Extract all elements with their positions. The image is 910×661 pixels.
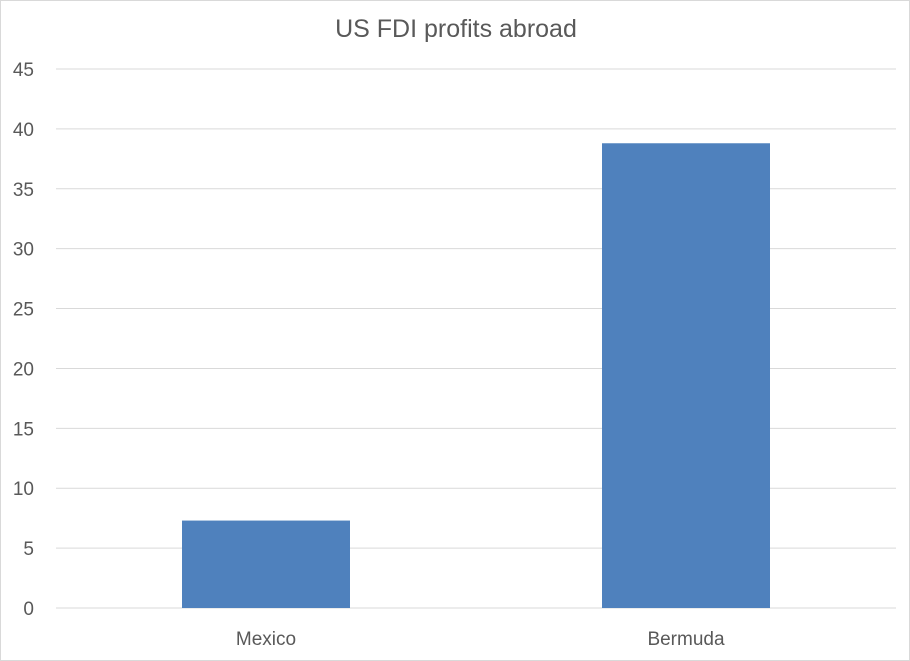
y-tick-label: 25 bbox=[13, 300, 34, 321]
y-tick-label: 20 bbox=[13, 359, 34, 380]
y-tick-label: 10 bbox=[13, 479, 34, 500]
y-tick-label: 5 bbox=[23, 539, 34, 560]
bar-bermuda bbox=[602, 143, 770, 609]
y-tick-label: 0 bbox=[23, 599, 34, 620]
y-tick-label: 35 bbox=[13, 180, 34, 201]
bars bbox=[182, 143, 770, 609]
y-tick-label: 45 bbox=[13, 60, 34, 81]
y-tick-label: 15 bbox=[13, 419, 34, 440]
y-axis-tick-labels: 0 5 10 15 20 25 30 35 40 45 bbox=[13, 60, 34, 620]
chart-title: US FDI profits abroad bbox=[335, 15, 577, 43]
y-tick-label: 30 bbox=[13, 240, 34, 261]
x-tick-label-bermuda: Bermuda bbox=[647, 629, 725, 650]
bar-mexico bbox=[182, 520, 350, 608]
y-tick-label: 40 bbox=[13, 120, 34, 141]
x-axis-tick-labels: Mexico Bermuda bbox=[236, 629, 725, 650]
x-tick-label-mexico: Mexico bbox=[236, 629, 296, 650]
